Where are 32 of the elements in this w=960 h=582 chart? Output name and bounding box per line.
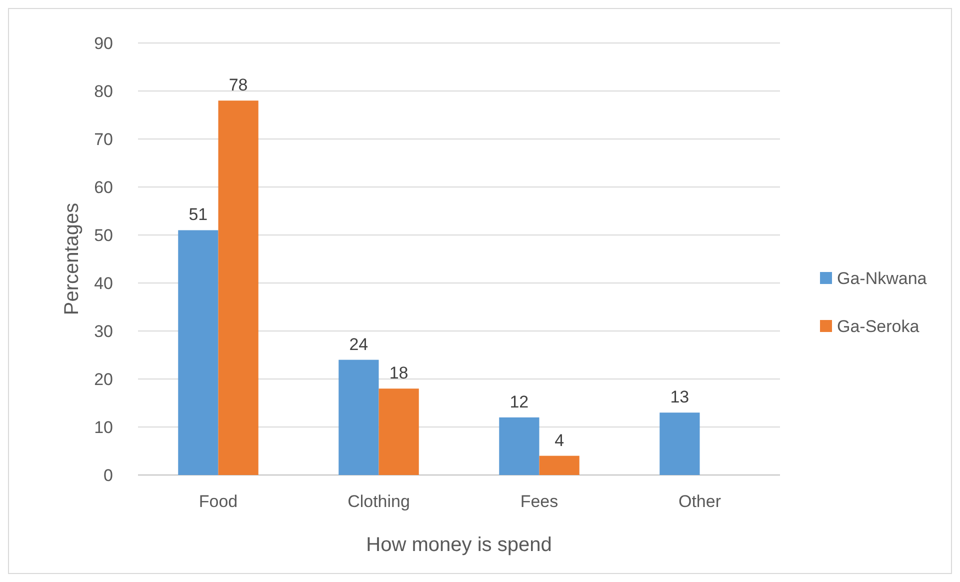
y-tick-label: 70: [94, 130, 113, 149]
x-tick-label: Other: [678, 492, 722, 511]
y-tick-label: 40: [94, 274, 113, 293]
y-tick-label: 80: [94, 82, 113, 101]
bar: [499, 417, 540, 475]
y-tick-label: 0: [104, 466, 113, 485]
x-tick-label: Fees: [520, 492, 558, 511]
y-tick-label: 60: [94, 178, 113, 197]
y-axis-title: Percentages: [61, 202, 83, 316]
y-tick-label: 50: [94, 226, 113, 245]
data-label: 24: [349, 334, 368, 354]
data-label: 78: [228, 76, 248, 95]
bar: [660, 412, 700, 475]
data-label: 18: [389, 364, 408, 383]
x-axis-title: How money is spend: [366, 534, 552, 556]
bar: [338, 360, 379, 475]
y-tick-label: 10: [94, 418, 113, 437]
y-tick-label: 20: [94, 370, 113, 389]
data-label: 12: [510, 392, 529, 412]
bar: [378, 388, 419, 475]
data-label: 4: [554, 430, 564, 450]
bar: [218, 100, 258, 475]
x-tick-label: Food: [198, 492, 238, 511]
legend-label: Ga-Seroka: [837, 316, 920, 336]
bar: [539, 456, 580, 475]
data-label: 13: [670, 388, 690, 407]
legend-label: Ga-Nkwana: [837, 268, 928, 288]
y-tick-label: 30: [94, 322, 113, 341]
bar: [178, 230, 218, 475]
data-label: 51: [188, 205, 208, 224]
x-tick-label: Clothing: [348, 492, 410, 511]
y-tick-label: 90: [94, 34, 113, 53]
